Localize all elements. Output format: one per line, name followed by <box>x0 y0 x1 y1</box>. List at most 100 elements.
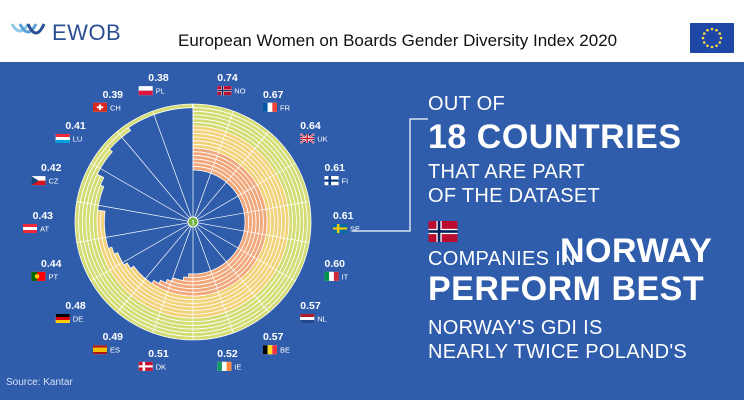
country-code: FI <box>342 177 349 186</box>
value-label: 0.51 <box>148 348 169 360</box>
value-label: 0.48 <box>65 300 86 312</box>
country-code: PL <box>156 87 165 96</box>
radial-gridline <box>152 225 192 334</box>
uk-flag-icon <box>299 133 315 144</box>
country-code: NL <box>317 314 327 323</box>
source-note: Source: Kantar <box>6 377 73 388</box>
country-code: CH <box>110 103 121 112</box>
headline-companies-in: COMPANIES IN <box>428 248 576 270</box>
label-fr: 0.67 FR <box>263 89 291 112</box>
bar-pl <box>188 165 250 279</box>
label-ie: 0.52 IE <box>217 348 241 371</box>
headline-countries: 18 COUNTRIES <box>428 118 682 156</box>
country-code: AT <box>40 225 49 234</box>
radial-gridline <box>196 162 296 221</box>
label-cz: 0.42 CZ <box>31 162 62 186</box>
country-code: LU <box>73 135 83 144</box>
logo-text: EWOB <box>52 20 122 45</box>
dk-flag-icon <box>138 361 153 371</box>
nl-flag-icon <box>300 313 315 323</box>
headline-that-are-part: THAT ARE PART <box>428 161 585 183</box>
label-be: 0.57 BE <box>263 331 290 355</box>
country-code: CZ <box>48 177 58 186</box>
header-bar: EWOB European Women on Boards Gender Div… <box>0 0 744 62</box>
label-no: 0.74 NO <box>217 72 246 96</box>
headline-perform-best: PERFORM BEST <box>428 270 705 308</box>
pl-flag-icon <box>138 86 153 96</box>
page-title: European Women on Boards Gender Diversit… <box>178 31 618 50</box>
value-label: 0.44 <box>41 258 62 270</box>
es-flag-icon <box>93 345 107 355</box>
value-label: 0.49 <box>103 331 124 343</box>
country-code: IE <box>234 362 241 371</box>
be-flag-icon <box>263 345 277 355</box>
value-label: 0.42 <box>41 162 62 174</box>
radial-gridline <box>76 201 190 222</box>
label-de: 0.48 DE <box>55 300 86 323</box>
fr-flag-icon <box>263 102 277 112</box>
cz-flag-icon <box>31 176 46 186</box>
radial-gridline <box>116 224 191 313</box>
norway-flag-icon <box>428 221 458 242</box>
headline-twice-poland: NEARLY TWICE POLAND'S <box>428 341 688 363</box>
se-flag-icon <box>333 224 347 233</box>
country-code: IT <box>342 272 349 281</box>
radial-gridline <box>194 225 234 334</box>
country-code: ES <box>110 346 120 355</box>
label-dk: 0.51 DK <box>138 348 169 371</box>
country-code: FR <box>280 103 291 112</box>
label-se: 0.61 SE <box>333 210 360 234</box>
ch-flag-icon <box>93 102 107 112</box>
headline-norway-gdi: NORWAY'S GDI IS <box>428 317 603 339</box>
gdi-radial-chart: 1 0.74 NO 0.67 FR 0.64 UK 0.61 FI 0.61 SE 0.60 IT 0.5… <box>23 72 360 371</box>
country-code: DE <box>73 314 83 323</box>
label-es: 0.49 ES <box>93 331 123 355</box>
country-code: BE <box>280 346 290 355</box>
radial-gridline <box>76 222 190 243</box>
radial-gridline <box>196 223 296 282</box>
de-flag-icon <box>55 313 70 323</box>
center-dot <box>187 216 199 228</box>
value-label: 0.38 <box>148 72 169 84</box>
label-at: 0.43 AT <box>23 210 53 234</box>
center-label: 1 <box>191 221 195 227</box>
value-label: 0.41 <box>65 120 86 132</box>
value-label: 0.74 <box>217 72 238 84</box>
label-pl: 0.38 PL <box>138 72 169 96</box>
ie-flag-icon <box>217 361 232 371</box>
ewob-logo <box>10 23 46 35</box>
headline-out-of: OUT OF <box>428 93 505 115</box>
label-it: 0.60 IT <box>324 258 349 281</box>
at-flag-icon <box>23 224 37 233</box>
pt-flag-icon <box>31 271 46 281</box>
value-label: 0.57 <box>300 300 321 312</box>
radial-gridline <box>116 131 191 220</box>
label-ch: 0.39 CH <box>93 89 124 112</box>
headline-norway: NORWAY <box>560 232 713 270</box>
headline-of-dataset: OF THE DATASET <box>428 185 600 207</box>
lu-flag-icon <box>55 134 70 144</box>
label-lu: 0.41 LU <box>55 120 86 144</box>
value-label: 0.64 <box>300 120 321 132</box>
radial-gridline <box>194 110 234 219</box>
value-label: 0.60 <box>325 258 346 270</box>
country-code: PT <box>48 272 58 281</box>
fi-flag-icon <box>324 176 339 186</box>
country-code: DK <box>156 362 166 371</box>
waves-icon <box>10 23 46 35</box>
label-pt: 0.44 PT <box>31 258 62 281</box>
label-fi: 0.61 FI <box>324 162 349 186</box>
label-uk: 0.64 UK <box>299 120 328 144</box>
country-code: NO <box>234 87 245 96</box>
eu-flag-icon <box>690 23 734 53</box>
it-flag-icon <box>324 271 339 281</box>
value-label: 0.52 <box>217 348 238 360</box>
value-label: 0.39 <box>103 89 124 101</box>
radial-gridline <box>90 223 190 282</box>
radial-gridline <box>195 224 270 313</box>
radial-gridline <box>195 131 270 220</box>
value-label: 0.61 <box>325 162 346 174</box>
radial-gridline <box>196 201 310 222</box>
value-label: 0.67 <box>263 89 284 101</box>
